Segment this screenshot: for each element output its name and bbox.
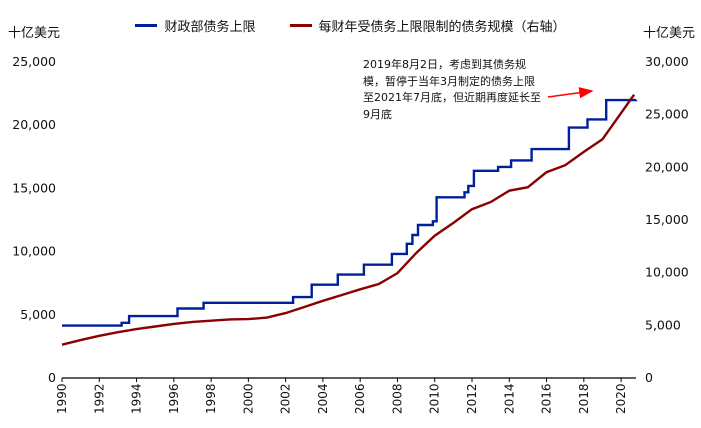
right-axis-tick-label: 5,000 <box>645 317 681 332</box>
left-axis-tick-label: 20,000 <box>12 117 56 132</box>
x-axis-tick-label: 2018 <box>577 383 591 414</box>
legend: 财政部债务上限 每财年受债务上限限制的债务规模（右轴） <box>0 16 701 35</box>
x-axis-tick-label: 2002 <box>279 383 293 414</box>
x-axis-tick-label: 2008 <box>390 383 404 414</box>
annotation-arrow <box>547 87 594 99</box>
legend-swatch-debt-ceiling <box>135 24 158 27</box>
x-axis-tick-label: 2014 <box>502 383 516 414</box>
right-axis-tick-label: 0 <box>645 370 653 385</box>
legend-swatch-debt-subject-to-limit <box>289 24 312 27</box>
legend-item-debt-ceiling: 财政部债务上限 <box>135 16 256 35</box>
left-axis-tick-label: 10,000 <box>12 244 56 259</box>
right-axis-tick-label: 30,000 <box>645 54 689 69</box>
x-axis-tick-label: 1990 <box>55 383 69 414</box>
x-axis-tick-label: 1992 <box>92 383 106 414</box>
annotation-text: 2019年8月2日，考虑到其债务规模，暂停于当年3月制定的债务上限至2021年7… <box>363 58 541 121</box>
left-axis-tick-label: 5,000 <box>20 307 56 322</box>
right-axis-tick-label: 10,000 <box>645 265 689 280</box>
x-axis-tick-label: 2016 <box>540 383 554 414</box>
x-axis-tick-label: 1996 <box>167 383 181 414</box>
right-axis-tick-label: 20,000 <box>645 159 689 174</box>
legend-label-debt-ceiling: 财政部债务上限 <box>164 20 256 35</box>
x-axis-tick-label: 1998 <box>204 383 218 414</box>
legend-item-debt-subject-to-limit: 每财年受债务上限限制的债务规模（右轴） <box>289 16 566 35</box>
x-axis-tick-label: 2020 <box>614 383 628 414</box>
x-axis-tick-label: 1994 <box>130 383 144 414</box>
left-axis-unit-label: 十亿美元 <box>8 26 61 41</box>
x-axis-tick-label: 2004 <box>316 383 330 414</box>
x-axis-tick-label: 2006 <box>353 383 367 414</box>
debt-ceiling-series-line <box>62 98 638 327</box>
debt-subject-to-limit-series-line <box>61 94 636 346</box>
left-axis-tick-label: 25,000 <box>12 54 56 69</box>
left-axis-tick-label: 15,000 <box>12 180 56 195</box>
left-axis-tick-label: 0 <box>48 370 56 385</box>
x-axis-tick-label: 2010 <box>428 383 442 414</box>
x-axis-tick-label: 2000 <box>241 383 255 414</box>
x-axis-tick-label: 2012 <box>465 383 479 414</box>
right-axis-unit-label: 十亿美元 <box>642 26 695 41</box>
right-axis-tick-label: 15,000 <box>645 212 689 227</box>
legend-label-debt-subject-to-limit: 每财年受债务上限限制的债务规模（右轴） <box>318 20 566 35</box>
right-axis-tick-label: 25,000 <box>645 107 689 122</box>
